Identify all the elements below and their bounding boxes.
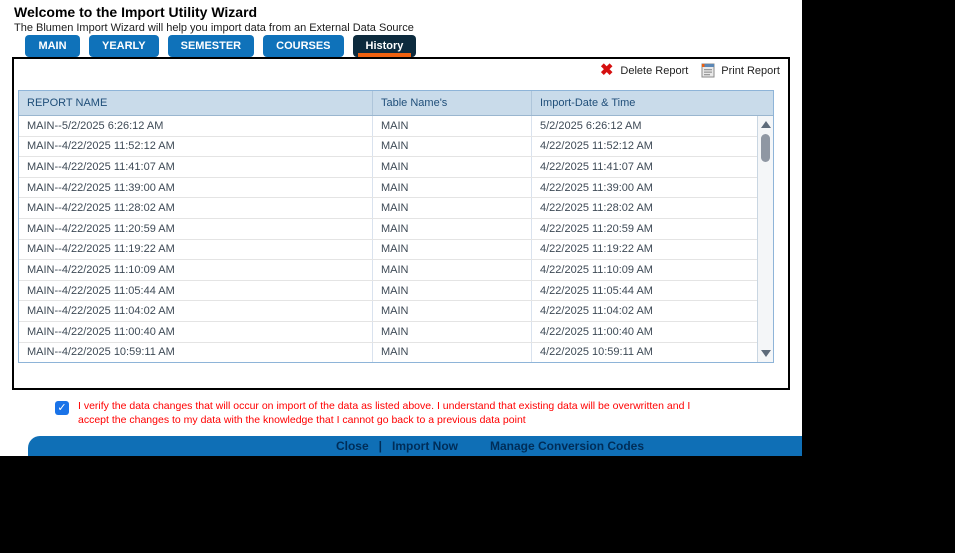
table-name-cell[interactable]: MAIN (373, 342, 532, 362)
print-report-icon[interactable] (701, 63, 716, 78)
import-date-cell[interactable]: 5/2/2025 6:26:12 AM (540, 119, 642, 132)
table-row[interactable]: MAIN--4/22/2025 11:19:22 AM MAIN 4/22/20… (19, 239, 757, 261)
report-history-table: REPORT NAME Table Name's Import-Date & T… (18, 90, 774, 363)
report-name-cell[interactable]: MAIN--4/22/2025 11:10:09 AM (19, 260, 373, 280)
table-name-cell[interactable]: MAIN (373, 239, 532, 260)
footer-action-bar: Close | Import Now Manage Conversion Cod… (28, 436, 802, 456)
import-date-cell[interactable]: 4/22/2025 11:39:00 AM (540, 181, 653, 194)
table-header-row: REPORT NAME Table Name's Import-Date & T… (19, 91, 773, 116)
table-scrollbar[interactable] (757, 116, 773, 362)
report-name-cell[interactable]: MAIN--4/22/2025 11:19:22 AM (19, 239, 373, 260)
tab-bar: MAIN YEARLY SEMESTER COURSES History (25, 35, 417, 57)
report-name-cell[interactable]: MAIN--4/22/2025 11:00:40 AM (19, 321, 373, 342)
table-name-cell[interactable]: MAIN (373, 280, 532, 301)
import-date-cell[interactable]: 4/22/2025 11:28:02 AM (540, 202, 653, 215)
column-header-report-name[interactable]: REPORT NAME (19, 91, 373, 115)
import-date-cell[interactable]: 4/22/2025 11:20:59 AM (540, 222, 653, 235)
report-name-cell[interactable]: MAIN--4/22/2025 11:05:44 AM (19, 280, 373, 301)
verify-warning-text: I verify the data changes that will occu… (78, 400, 691, 426)
table-name-cell[interactable]: MAIN (373, 157, 532, 177)
tab-courses[interactable]: COURSES (263, 35, 344, 57)
scrollbar-thumb[interactable] (761, 134, 770, 162)
report-name-cell[interactable]: MAIN--4/22/2025 10:59:11 AM (19, 342, 373, 362)
report-name-cell[interactable]: MAIN--5/2/2025 6:26:12 AM (19, 116, 373, 136)
table-body: MAIN--5/2/2025 6:26:12 AM MAIN 5/2/2025 … (19, 116, 757, 362)
scroll-up-icon[interactable] (761, 121, 771, 128)
close-button[interactable]: Close (335, 439, 369, 453)
print-report-button[interactable]: Print Report (721, 64, 780, 77)
report-name-cell[interactable]: MAIN--4/22/2025 11:52:12 AM (19, 136, 373, 157)
delete-report-button[interactable]: Delete Report (620, 64, 689, 77)
table-name-cell[interactable]: MAIN (373, 116, 532, 136)
table-name-cell[interactable]: MAIN (373, 321, 532, 342)
import-date-cell[interactable]: 4/22/2025 10:59:11 AM (540, 346, 653, 359)
page-subtitle: The Blumen Import Wizard will help you i… (14, 22, 414, 34)
table-name-cell[interactable]: MAIN (373, 218, 532, 239)
table-name-cell[interactable]: MAIN (373, 177, 532, 198)
import-date-cell[interactable]: 4/22/2025 11:05:44 AM (540, 284, 653, 297)
history-panel: ✖ Delete Report Print Report REPORT NAME… (12, 57, 790, 390)
table-row[interactable]: MAIN--4/22/2025 11:00:40 AM MAIN 4/22/20… (19, 321, 757, 343)
import-date-cell[interactable]: 4/22/2025 11:00:40 AM (540, 325, 653, 338)
table-row[interactable]: MAIN--5/2/2025 6:26:12 AM MAIN 5/2/2025 … (19, 116, 757, 137)
table-name-cell[interactable]: MAIN (373, 301, 532, 321)
tab-history[interactable]: History (352, 35, 417, 57)
table-name-cell[interactable]: MAIN (373, 136, 532, 157)
table-row[interactable]: MAIN--4/22/2025 11:41:07 AM MAIN 4/22/20… (19, 157, 757, 178)
verification-section: I verify the data changes that will occu… (55, 400, 723, 427)
import-date-cell[interactable]: 4/22/2025 11:52:12 AM (540, 140, 653, 153)
scroll-down-icon[interactable] (761, 350, 771, 357)
table-row[interactable]: MAIN--4/22/2025 10:59:11 AM MAIN 4/22/20… (19, 342, 757, 362)
table-row[interactable]: MAIN--4/22/2025 11:04:02 AM MAIN 4/22/20… (19, 301, 757, 322)
import-wizard-window: Welcome to the Import Utility Wizard The… (0, 0, 802, 456)
column-header-import-date[interactable]: Import-Date & Time (540, 97, 636, 109)
tab-yearly[interactable]: YEARLY (89, 35, 159, 57)
manage-conversion-codes-button[interactable]: Manage Conversion Codes (490, 439, 645, 453)
report-name-cell[interactable]: MAIN--4/22/2025 11:39:00 AM (19, 177, 373, 198)
tab-main[interactable]: MAIN (25, 35, 80, 57)
table-row[interactable]: MAIN--4/22/2025 11:28:02 AM MAIN 4/22/20… (19, 198, 757, 219)
table-name-cell[interactable]: MAIN (373, 260, 532, 280)
table-row[interactable]: MAIN--4/22/2025 11:20:59 AM MAIN 4/22/20… (19, 218, 757, 240)
report-name-cell[interactable]: MAIN--4/22/2025 11:28:02 AM (19, 198, 373, 218)
verify-checkbox[interactable] (55, 401, 69, 415)
table-row[interactable]: MAIN--4/22/2025 11:10:09 AM MAIN 4/22/20… (19, 260, 757, 281)
table-row[interactable]: MAIN--4/22/2025 11:39:00 AM MAIN 4/22/20… (19, 177, 757, 199)
report-name-cell[interactable]: MAIN--4/22/2025 11:20:59 AM (19, 218, 373, 239)
table-row[interactable]: MAIN--4/22/2025 11:05:44 AM MAIN 4/22/20… (19, 280, 757, 302)
import-date-cell[interactable]: 4/22/2025 11:04:02 AM (540, 305, 653, 318)
report-toolbar: ✖ Delete Report Print Report (600, 61, 780, 79)
tab-semester[interactable]: SEMESTER (167, 35, 255, 57)
column-header-table-name[interactable]: Table Name's (373, 91, 532, 115)
import-date-cell[interactable]: 4/22/2025 11:19:22 AM (540, 243, 653, 256)
import-date-cell[interactable]: 4/22/2025 11:41:07 AM (540, 160, 653, 173)
report-name-cell[interactable]: MAIN--4/22/2025 11:04:02 AM (19, 301, 373, 321)
table-name-cell[interactable]: MAIN (373, 198, 532, 218)
delete-x-icon[interactable]: ✖ (600, 61, 614, 79)
import-now-button[interactable]: Import Now (392, 439, 458, 453)
table-row[interactable]: MAIN--4/22/2025 11:52:12 AM MAIN 4/22/20… (19, 136, 757, 158)
page-title: Welcome to the Import Utility Wizard (14, 4, 258, 20)
report-name-cell[interactable]: MAIN--4/22/2025 11:41:07 AM (19, 157, 373, 177)
import-date-cell[interactable]: 4/22/2025 11:10:09 AM (540, 263, 653, 276)
footer-separator: | (378, 439, 382, 453)
